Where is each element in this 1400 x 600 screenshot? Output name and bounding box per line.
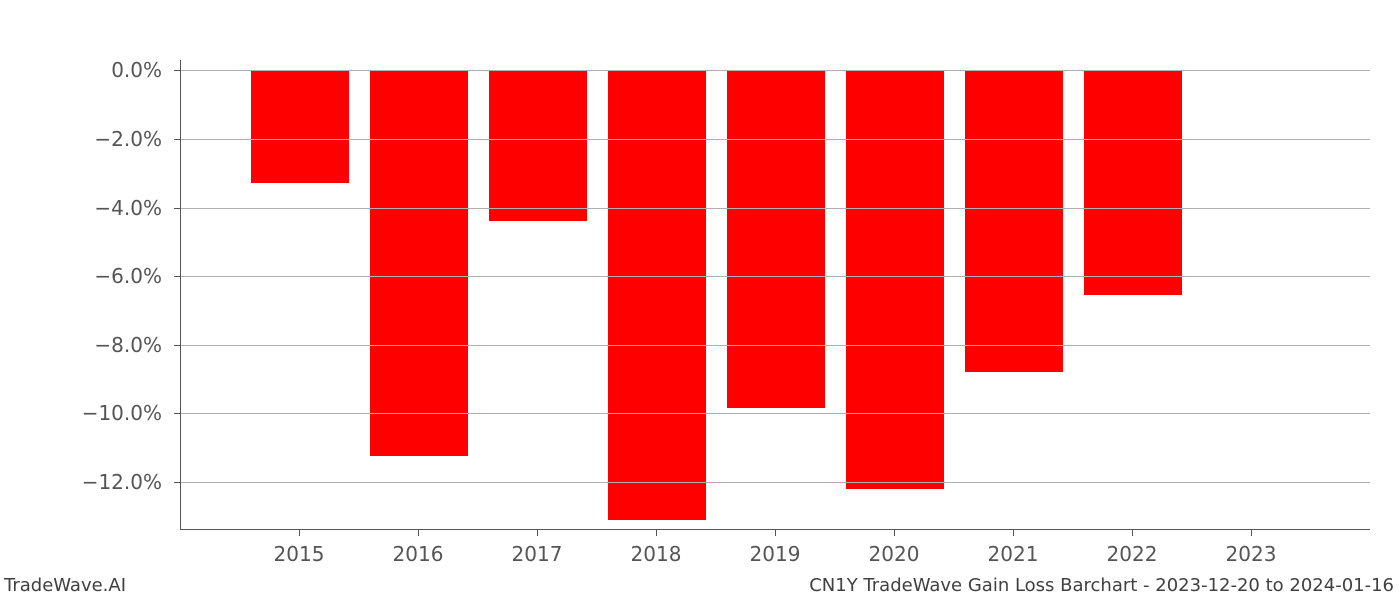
gridline <box>181 70 1370 71</box>
y-tick-label: −8.0% <box>94 333 162 357</box>
bar <box>251 70 349 183</box>
x-tick-mark <box>1251 530 1252 536</box>
y-axis-labels: 0.0% −2.0% −4.0% −6.0% −8.0% −10.0% −12.0% <box>0 60 170 530</box>
x-tick-mark <box>418 530 419 536</box>
footer-right-text: CN1Y TradeWave Gain Loss Barchart - 2023… <box>809 575 1394 596</box>
bar <box>489 70 587 221</box>
y-tick-label: 0.0% <box>111 58 162 82</box>
gridline <box>181 139 1370 140</box>
bar <box>846 70 944 489</box>
x-tick-label: 2022 <box>1107 542 1158 566</box>
x-tick-label: 2019 <box>750 542 801 566</box>
chart-footer: TradeWave.AI CN1Y TradeWave Gain Loss Ba… <box>0 572 1400 600</box>
x-tick-mark <box>1013 530 1014 536</box>
gridline <box>181 345 1370 346</box>
gridline <box>181 413 1370 414</box>
x-tick-mark <box>1132 530 1133 536</box>
x-tick-mark <box>656 530 657 536</box>
x-tick-label: 2015 <box>274 542 325 566</box>
gridline <box>181 276 1370 277</box>
x-tick-label: 2020 <box>869 542 920 566</box>
bar <box>1084 70 1182 295</box>
y-tick-label: −10.0% <box>82 401 162 425</box>
gridline <box>181 208 1370 209</box>
x-tick-mark <box>775 530 776 536</box>
bars-layer <box>181 60 1370 529</box>
y-tick-label: −12.0% <box>82 470 162 494</box>
y-tick-label: −6.0% <box>94 264 162 288</box>
bar <box>727 70 825 408</box>
bar <box>965 70 1063 372</box>
plot-area <box>180 60 1370 530</box>
x-axis: 2015 2016 2017 2018 2019 2020 2021 2022 2023 <box>180 530 1370 570</box>
x-tick-label: 2017 <box>512 542 563 566</box>
x-tick-label: 2023 <box>1226 542 1277 566</box>
y-tick-label: −2.0% <box>94 127 162 151</box>
footer-left-text: TradeWave.AI <box>4 575 126 596</box>
gain-loss-barchart: 0.0% −2.0% −4.0% −6.0% −8.0% −10.0% −12.0% 201… <box>0 0 1400 600</box>
x-tick-mark <box>299 530 300 536</box>
x-tick-label: 2016 <box>393 542 444 566</box>
x-tick-label: 2018 <box>631 542 682 566</box>
gridline <box>181 482 1370 483</box>
x-tick-label: 2021 <box>988 542 1039 566</box>
y-tick-label: −4.0% <box>94 196 162 220</box>
x-tick-mark <box>894 530 895 536</box>
bar <box>370 70 468 456</box>
bar <box>608 70 706 519</box>
x-tick-mark <box>537 530 538 536</box>
